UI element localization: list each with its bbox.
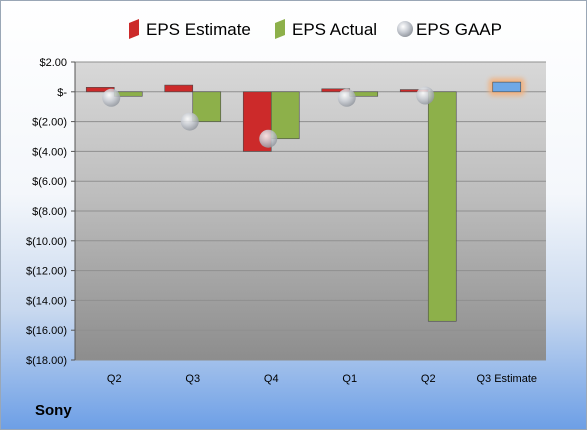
x-tick-label: Q3 Estimate (476, 373, 537, 385)
eps-estimate-bar (164, 84, 194, 93)
x-tick-label: Q2 (421, 373, 436, 385)
legend-swatch-actual (275, 19, 285, 39)
gaap-markers (102, 86, 435, 148)
y-tick-label: $(8.00) (32, 206, 67, 218)
y-tick-label: $(18.00) (26, 355, 67, 367)
gridlines (75, 61, 546, 361)
x-tick-label: Q1 (342, 373, 357, 385)
eps-actual-bar (192, 91, 222, 122)
y-tick-label: $2.00 (39, 57, 67, 69)
legend-label: EPS GAAP (416, 20, 502, 39)
eps-gaap-marker (102, 88, 121, 107)
x-tick-label: Q4 (264, 373, 279, 385)
eps-gaap-marker (416, 86, 435, 105)
legend-label: EPS Estimate (146, 20, 251, 39)
x-axis: Q2 Q3 Q4 Q1 Q2 Q3 Estimate (107, 373, 537, 385)
bar-series (85, 78, 525, 322)
eps-gaap-marker (337, 88, 356, 107)
legend-swatch-estimate (129, 19, 139, 39)
legend: EPS Estimate EPS Actual EPS GAAP (129, 19, 502, 39)
legend-swatch-gaap (397, 21, 413, 37)
eps-actual-bar (427, 91, 457, 322)
y-tick-label: $(14.00) (26, 295, 67, 307)
legend-label: EPS Actual (292, 20, 377, 39)
eps-actual-bar (270, 91, 300, 140)
y-tick-label: $(4.00) (32, 146, 67, 158)
company-name: Sony (35, 402, 72, 419)
y-tick-label: $(16.00) (26, 325, 67, 337)
x-tick-label: Q3 (185, 373, 200, 385)
y-tick-label: $(12.00) (26, 266, 67, 278)
y-tick-label: $(2.00) (32, 117, 67, 129)
eps-gaap-marker (259, 129, 278, 148)
x-tick-label: Q2 (107, 373, 122, 385)
y-tick-label: $(10.00) (26, 236, 67, 248)
y-axis: $2.00 $- $(2.00) $(4.00) $(6.00) $(8.00) $(10.… (26, 57, 76, 367)
y-tick-label: $- (57, 87, 67, 99)
q3-estimate-bar (492, 81, 522, 93)
eps-gaap-marker (180, 112, 199, 131)
y-tick-label: $(6.00) (32, 176, 67, 188)
